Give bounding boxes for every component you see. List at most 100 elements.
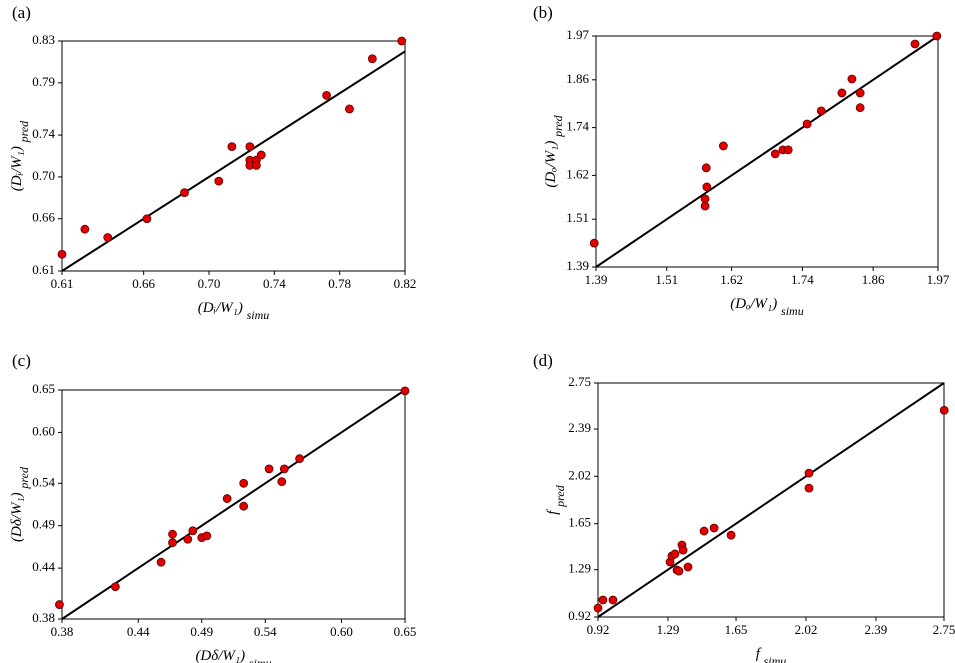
x-tick-label: 1.86: [862, 272, 885, 287]
x-axis-title: f simu: [756, 646, 787, 663]
point: [345, 104, 354, 114]
panel: (b) 1.39 1.51 1.62 1.74 1.86 1.97 1.39 1.51 1.62 1…: [533, 3, 950, 318]
y-tick-label: 1.74: [566, 119, 589, 134]
point: [400, 386, 410, 396]
point: [251, 161, 261, 170]
y-tick-label: 0.83: [32, 32, 55, 47]
x-tick-label: 1.97: [927, 272, 950, 287]
point: [701, 163, 711, 173]
y-tick-label: 0.44: [32, 559, 55, 574]
y-tick-label: 2.75: [568, 374, 591, 389]
y-tick-label: 0.38: [32, 610, 55, 625]
y-tick-label: 1.29: [568, 561, 591, 576]
x-axis-title: (Dᵢ/W₁) simu: [198, 300, 270, 321]
point: [699, 526, 709, 536]
y-tick-label: 0.49: [32, 517, 55, 532]
x-tick-label: 1.62: [720, 272, 743, 287]
point: [168, 538, 177, 548]
panel: (a) 0.61 0.66 0.70 0.74 0.78 0.82 0.61 0.66 0.70 0…: [9, 3, 416, 322]
point: [837, 88, 847, 98]
x-tick-label: 1.51: [655, 272, 678, 287]
x-tick-label: 0.78: [328, 276, 351, 291]
point: [598, 595, 608, 605]
point: [702, 182, 712, 192]
point: [142, 214, 152, 224]
point: [245, 142, 255, 151]
x-tick-label: 0.54: [254, 624, 277, 639]
y-tick-label: 0.70: [32, 168, 55, 183]
point: [816, 106, 826, 116]
reference-line: [61, 50, 406, 272]
x-tick-label: 0.65: [394, 624, 417, 639]
point: [670, 549, 680, 559]
point: [239, 501, 249, 511]
point: [264, 464, 274, 474]
plot-frame: [61, 40, 406, 272]
point: [322, 90, 332, 100]
x-tick-label: 0.44: [127, 624, 150, 639]
x-tick-label: 2.02: [795, 622, 818, 637]
x-tick-label: 0.92: [587, 622, 610, 637]
y-tick-label: 1.51: [566, 210, 589, 225]
panel-label: (b): [533, 3, 553, 22]
point: [214, 176, 224, 186]
point: [180, 188, 189, 197]
x-tick-label: 1.29: [657, 622, 680, 637]
point: [222, 494, 232, 503]
point: [910, 39, 920, 49]
y-axis-title: f pred: [545, 484, 566, 514]
x-tick-label: 0.70: [198, 276, 221, 291]
point: [770, 149, 780, 159]
x-tick-label: 0.49: [190, 624, 213, 639]
point: [608, 595, 618, 605]
x-axis-title: (Dₒ/W₁) simu: [730, 296, 803, 317]
panel-label: (d): [533, 351, 553, 370]
point: [593, 603, 603, 613]
reference-line: [597, 382, 945, 618]
point: [804, 483, 814, 493]
point: [783, 145, 793, 155]
point: [700, 201, 710, 211]
plot-frame: [61, 389, 406, 620]
x-tick-label: 0.66: [132, 276, 155, 291]
y-tick-label: 2.39: [568, 420, 591, 435]
y-axis-title: (Dᵢ/W₁) pred: [9, 120, 30, 191]
x-tick-label: 0.74: [263, 276, 286, 291]
y-tick-label: 0.92: [568, 608, 591, 623]
point: [202, 531, 212, 541]
y-tick-label: 0.60: [32, 423, 55, 438]
y-tick-label: 0.61: [32, 262, 55, 277]
point: [674, 566, 684, 576]
point: [683, 562, 693, 572]
point: [227, 142, 237, 151]
x-tick-label: 1.74: [791, 272, 814, 287]
point: [103, 233, 113, 242]
y-tick-label: 1.97: [566, 27, 589, 42]
point: [939, 405, 949, 415]
point: [183, 534, 193, 544]
y-tick-label: 1.86: [566, 71, 589, 86]
point: [80, 224, 90, 234]
panel: (d) 0.92 1.29 1.65 2.02 2.39 2.75 0.92 1.29 1.65 2…: [533, 351, 955, 663]
point: [847, 74, 857, 84]
point: [295, 454, 304, 464]
y-tick-label: 1.62: [566, 166, 589, 181]
x-tick-label: 1.65: [725, 622, 748, 637]
point: [188, 526, 198, 536]
point: [168, 529, 177, 539]
y-axis-title: (Dδ/W₁) pred: [9, 466, 30, 542]
y-tick-label: 1.65: [568, 515, 591, 530]
point: [804, 468, 814, 478]
x-tick-label: 0.61: [51, 276, 74, 291]
y-tick-label: 0.54: [32, 474, 55, 489]
x-axis-title: (Dδ/W₁) simu: [195, 648, 271, 663]
point: [277, 477, 287, 487]
point: [279, 464, 289, 474]
point: [239, 478, 249, 488]
x-tick-label: 2.39: [865, 622, 888, 637]
point: [110, 582, 120, 592]
x-tick-label: 0.38: [51, 624, 74, 639]
panel-label: (a): [12, 3, 31, 22]
y-tick-label: 1.39: [566, 258, 589, 273]
plot-frame: [595, 35, 939, 268]
